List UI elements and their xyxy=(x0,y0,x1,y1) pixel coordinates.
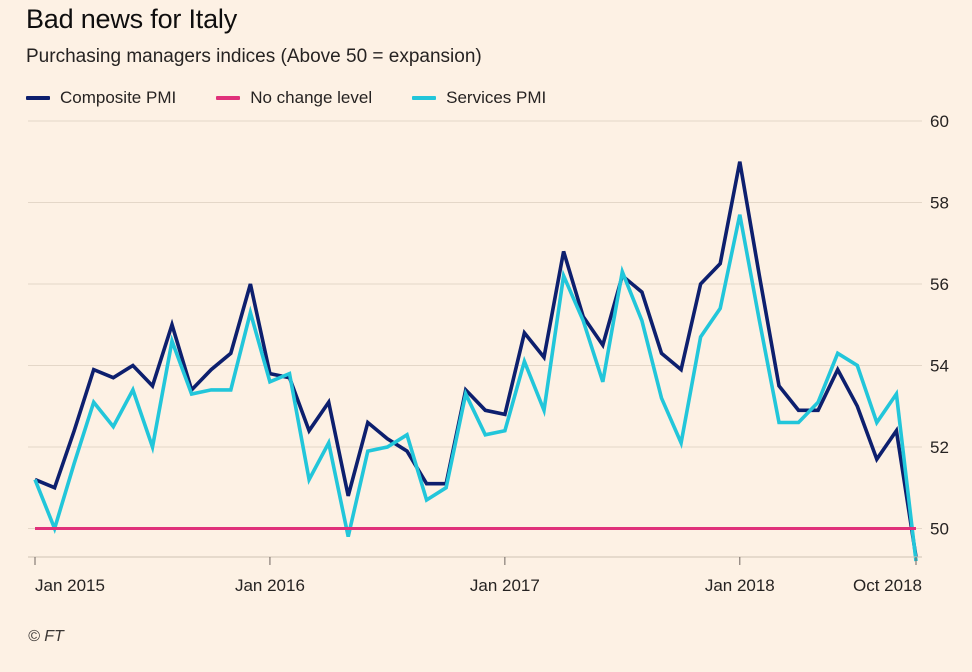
grid-layer xyxy=(28,120,922,529)
y-tick-label: 52 xyxy=(930,438,949,457)
y-tick-label: 58 xyxy=(930,193,949,212)
x-tick-label: Jan 2017 xyxy=(470,576,540,595)
x-tick-label: Oct 2018 xyxy=(853,576,922,595)
services-pmi-line xyxy=(33,214,918,562)
axis-layer: 50 52 54 56 58 60 Jan 2015 Jan 2016 Jan 2017 Jan … xyxy=(28,112,949,595)
x-tick-label: Jan 2016 xyxy=(235,576,305,595)
legend: Composite PMI No change level Services P… xyxy=(26,88,586,108)
y-tick-label: 54 xyxy=(930,356,949,375)
legend-label-no-change: No change level xyxy=(250,88,373,107)
legend-item-services: Services PMI xyxy=(412,88,546,108)
composite-pmi-line xyxy=(34,161,918,558)
chart-subtitle: Purchasing managers indices (Above 50 = … xyxy=(26,46,482,67)
x-tick-label: Jan 2018 xyxy=(705,576,775,595)
source-credit: © FT xyxy=(28,628,64,645)
legend-swatch-no-change xyxy=(216,96,241,100)
series-layer xyxy=(33,161,918,562)
y-tick-label: 60 xyxy=(930,112,949,131)
legend-item-composite: Composite PMI xyxy=(26,88,176,108)
legend-swatch-composite xyxy=(26,96,50,100)
y-tick-label: 50 xyxy=(930,519,949,538)
legend-label-composite: Composite PMI xyxy=(60,88,177,107)
legend-swatch-services xyxy=(412,96,437,100)
legend-label-services: Services PMI xyxy=(446,88,547,107)
legend-item-no-change: No change level xyxy=(216,88,372,108)
chart-title: Bad news for Italy xyxy=(26,4,238,34)
x-tick-label: Jan 2015 xyxy=(35,576,105,595)
y-tick-label: 56 xyxy=(930,275,949,294)
